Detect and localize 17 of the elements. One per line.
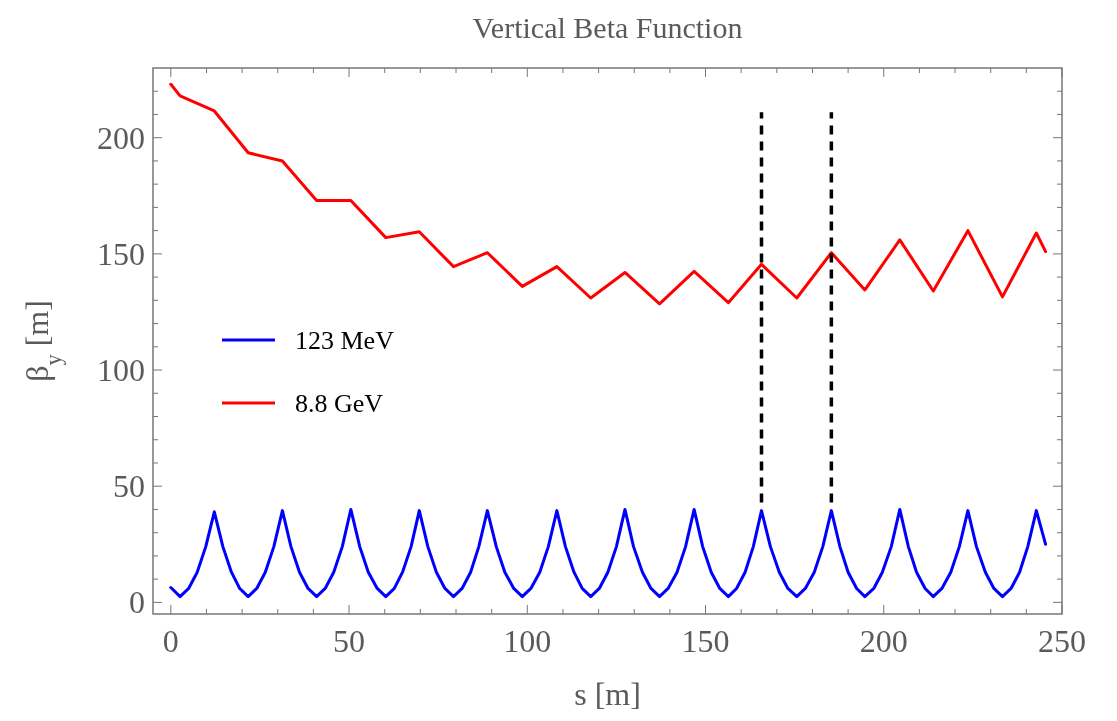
- x-tick-label: 200: [859, 623, 908, 659]
- legend-label: 8.8 GeV: [295, 389, 384, 418]
- chart-title: Vertical Beta Function: [472, 11, 743, 44]
- x-tick-label: 0: [162, 623, 179, 659]
- x-tick-label: 150: [681, 623, 730, 659]
- line-series: [169, 82, 1048, 306]
- y-tick-label: 200: [97, 119, 145, 156]
- y-tick-label: 100: [97, 352, 145, 389]
- y-tick-label: 150: [97, 235, 145, 272]
- x-tick-label: 100: [503, 623, 552, 659]
- x-tick-label: 250: [1038, 623, 1086, 659]
- y-tick-label: 50: [113, 468, 145, 505]
- x-tick-label: 50: [333, 623, 366, 659]
- y-tick-label: 0: [129, 584, 145, 621]
- line-series: [169, 507, 1048, 599]
- x-axis-title: s [m]: [574, 676, 641, 712]
- legend-label: 123 MeV: [295, 326, 395, 355]
